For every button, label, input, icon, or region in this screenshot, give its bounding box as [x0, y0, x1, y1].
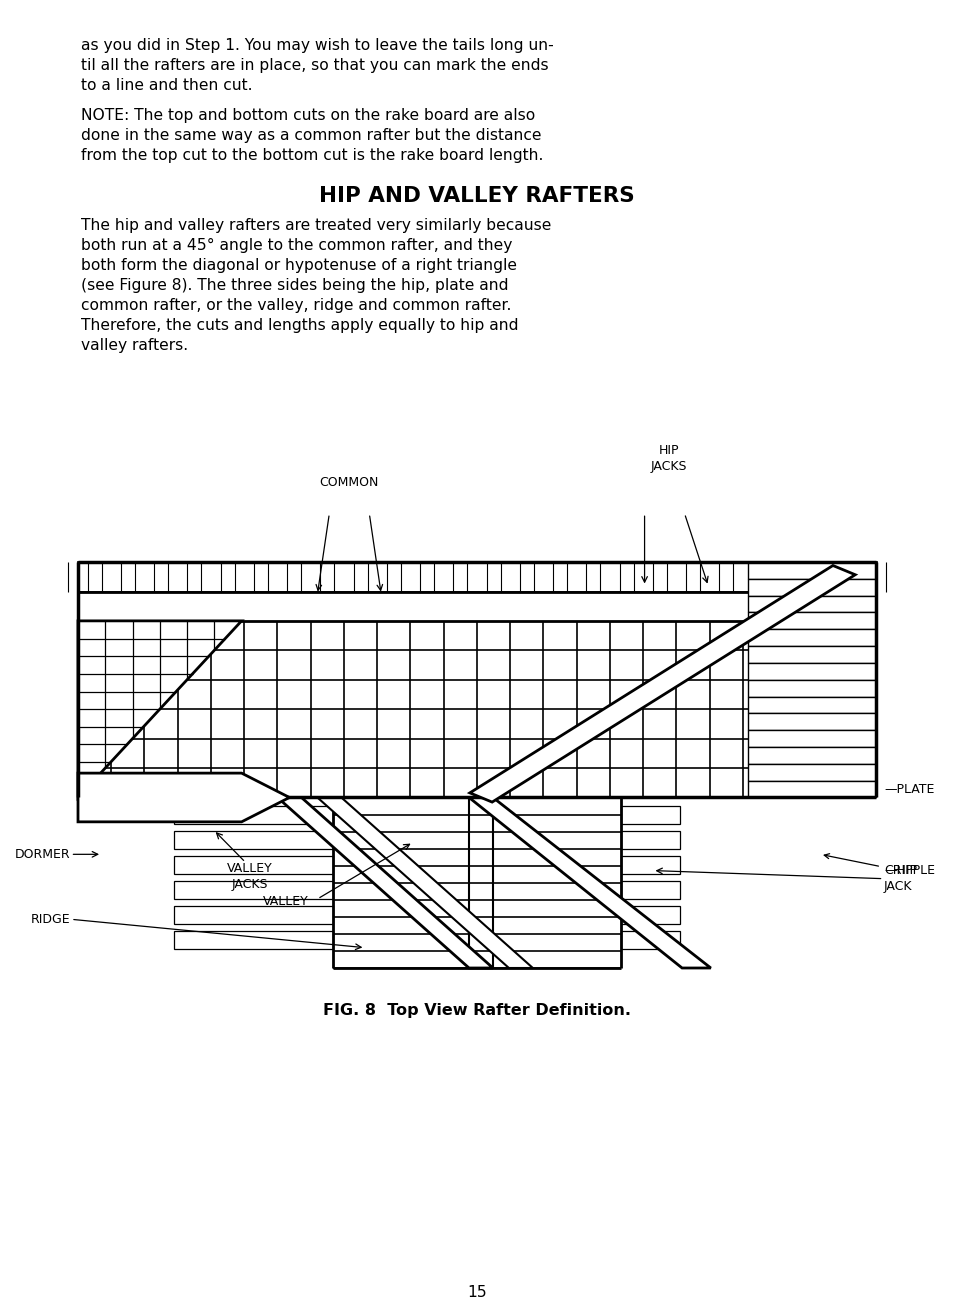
Polygon shape — [747, 748, 875, 763]
Polygon shape — [747, 595, 875, 612]
Polygon shape — [747, 579, 875, 595]
Polygon shape — [78, 562, 875, 593]
Text: RIDGE: RIDGE — [30, 913, 70, 926]
Polygon shape — [747, 646, 875, 664]
Text: both form the diagonal or hypotenuse of a right triangle: both form the diagonal or hypotenuse of … — [81, 258, 517, 273]
Polygon shape — [277, 798, 493, 968]
Polygon shape — [469, 798, 710, 968]
Polygon shape — [173, 930, 333, 949]
Text: HIP AND VALLEY RAFTERS: HIP AND VALLEY RAFTERS — [319, 187, 634, 206]
Text: til all the rafters are in place, so that you can mark the ends: til all the rafters are in place, so tha… — [81, 58, 548, 74]
Polygon shape — [78, 622, 241, 798]
Polygon shape — [620, 880, 679, 899]
Text: COMMON: COMMON — [319, 476, 378, 489]
Text: —PLATE: —PLATE — [883, 783, 933, 796]
Polygon shape — [747, 664, 875, 679]
Text: VALLEY: VALLEY — [262, 895, 308, 908]
Polygon shape — [620, 830, 679, 849]
Polygon shape — [78, 593, 875, 622]
Polygon shape — [173, 880, 333, 899]
Text: The hip and valley rafters are treated very similarly because: The hip and valley rafters are treated v… — [81, 218, 551, 233]
Polygon shape — [173, 805, 333, 824]
Text: from the top cut to the bottom cut is the rake board length.: from the top cut to the bottom cut is th… — [81, 148, 543, 163]
Polygon shape — [173, 855, 333, 874]
Polygon shape — [620, 805, 679, 824]
Text: DORMER: DORMER — [14, 848, 70, 861]
Polygon shape — [317, 798, 533, 968]
Polygon shape — [469, 565, 854, 802]
Text: valley rafters.: valley rafters. — [81, 338, 188, 353]
Polygon shape — [620, 930, 679, 949]
Text: as you did in Step 1. You may wish to leave the tails long un-: as you did in Step 1. You may wish to le… — [81, 38, 554, 53]
Polygon shape — [747, 781, 875, 798]
Polygon shape — [78, 773, 289, 821]
Text: both run at a 45° angle to the common rafter, and they: both run at a 45° angle to the common ra… — [81, 238, 512, 254]
Text: HIP
JACKS: HIP JACKS — [650, 444, 686, 473]
Polygon shape — [173, 905, 333, 924]
Text: Therefore, the cuts and lengths apply equally to hip and: Therefore, the cuts and lengths apply eq… — [81, 318, 518, 332]
Polygon shape — [747, 562, 875, 579]
Polygon shape — [173, 830, 333, 849]
Text: —HIP: —HIP — [823, 854, 916, 876]
Text: VALLEY
JACKS: VALLEY JACKS — [227, 862, 273, 891]
Polygon shape — [620, 855, 679, 874]
Polygon shape — [747, 612, 875, 629]
Text: to a line and then cut.: to a line and then cut. — [81, 78, 253, 93]
Polygon shape — [747, 714, 875, 731]
Polygon shape — [747, 679, 875, 696]
Polygon shape — [620, 905, 679, 924]
Polygon shape — [747, 763, 875, 781]
Polygon shape — [747, 696, 875, 714]
Text: CRIPPLE
JACK: CRIPPLE JACK — [883, 865, 934, 894]
Text: FIG. 8  Top View Rafter Definition.: FIG. 8 Top View Rafter Definition. — [323, 1003, 630, 1018]
Polygon shape — [747, 629, 875, 646]
Text: common rafter, or the valley, ridge and common rafter.: common rafter, or the valley, ridge and … — [81, 298, 511, 313]
Text: 15: 15 — [467, 1285, 486, 1300]
Text: NOTE: The top and bottom cuts on the rake board are also: NOTE: The top and bottom cuts on the rak… — [81, 108, 535, 124]
Polygon shape — [747, 731, 875, 748]
Text: done in the same way as a common rafter but the distance: done in the same way as a common rafter … — [81, 127, 541, 143]
Text: (see Figure 8). The three sides being the hip, plate and: (see Figure 8). The three sides being th… — [81, 279, 508, 293]
